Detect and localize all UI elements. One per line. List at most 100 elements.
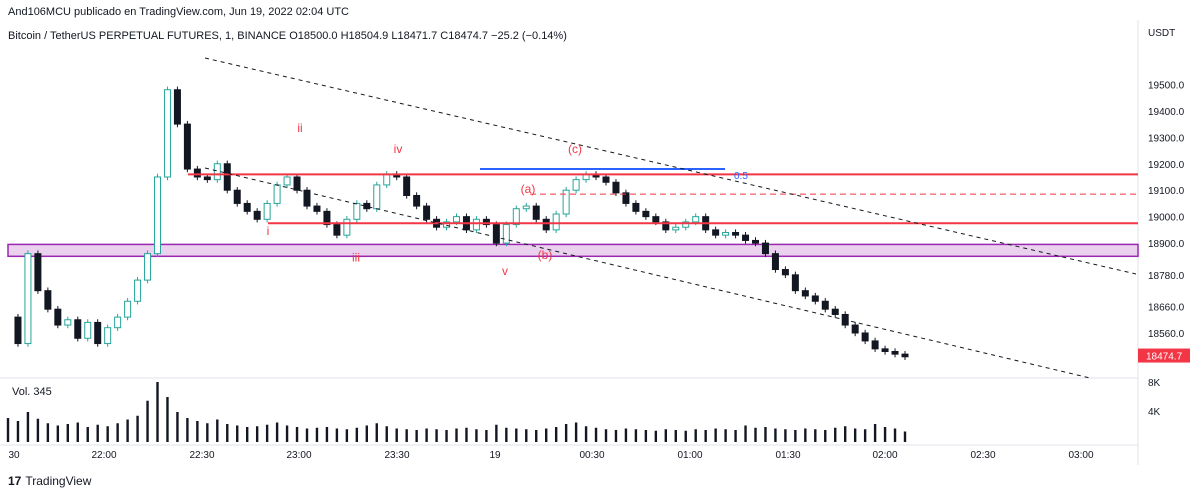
price-tick-label: 18900.0 [1148, 239, 1185, 250]
wave-label: (c) [568, 142, 582, 156]
candle-body [492, 224, 500, 244]
volume-bar [724, 429, 727, 442]
price-axis[interactable]: 19500.0 19400.0 19300.0 19200.0 19100.0 19000… [1148, 80, 1185, 340]
last-price-tag: 18474.7 [1138, 348, 1190, 363]
volume-bar [16, 421, 20, 442]
time-tick-label: 23:30 [384, 450, 409, 461]
candle-body [682, 221, 690, 228]
time-tick-label: 00:30 [579, 450, 604, 461]
volume-bar [345, 429, 349, 442]
candle-body [14, 316, 22, 345]
candle-body [293, 176, 301, 191]
volume-label: Vol. [12, 386, 31, 398]
candle-body [443, 221, 451, 228]
time-tick-label: 30 [8, 450, 20, 461]
ohlc-values: O18500.0 H18504.9 L18471.7 C18474.7 −25.… [289, 30, 567, 42]
candle-body [652, 216, 660, 223]
volume-bar [285, 425, 289, 442]
symbol-title[interactable]: Bitcoin / TetherUS PERPETUAL FUTURES, 1,… [8, 30, 287, 42]
candle-body [901, 353, 909, 358]
time-tick-label: 01:00 [677, 450, 702, 461]
volume-bar [654, 430, 658, 442]
price-tick-label: 19400.0 [1148, 107, 1185, 118]
candle-body [183, 123, 191, 170]
symbol-legend: Bitcoin / TetherUS PERPETUAL FUTURES, 1,… [8, 30, 567, 42]
volume-bar [784, 429, 787, 442]
volume-bar [335, 428, 339, 442]
volume-bar [774, 428, 777, 442]
volume-bar [694, 429, 697, 442]
publisher-line: And106MCU publicado en TradingView.com, … [8, 6, 350, 18]
volume-bar [415, 430, 418, 442]
candle-body [891, 350, 899, 355]
volume-bar [485, 430, 488, 442]
volume-bar [445, 430, 448, 442]
volume-bar [106, 426, 109, 442]
candle-body [253, 210, 261, 220]
candle-body [781, 269, 789, 276]
candle-body [801, 290, 809, 297]
volume-bar [684, 430, 687, 442]
price-tick-label: 19500.0 [1148, 80, 1185, 91]
volume-bar [744, 425, 747, 442]
candle-body [742, 234, 750, 241]
time-tick-label: 02:30 [970, 450, 995, 461]
volume-bar [764, 427, 767, 442]
candle-body [144, 253, 152, 281]
candle-body [203, 176, 211, 181]
candle-body [223, 163, 231, 191]
candle-body [542, 218, 550, 231]
time-axis[interactable]: 30 22:00 22:30 23:00 23:30 19 00:30 01:00 01:30 0… [8, 450, 1094, 461]
volume-bar [325, 427, 329, 442]
time-tick-label: 19 [489, 450, 501, 461]
candle-body [602, 176, 610, 183]
volume-bars-layer [6, 382, 907, 442]
candle-body [811, 295, 819, 302]
candle-body [662, 221, 670, 231]
volume-bar [66, 424, 69, 442]
volume-bar [56, 425, 60, 442]
candle-body [114, 316, 122, 329]
volume-bar [425, 428, 428, 442]
candle-body [622, 192, 630, 204]
candle-body [124, 300, 132, 318]
volume-bar [455, 428, 458, 442]
volume-bar [226, 424, 229, 442]
candle-body [104, 327, 112, 345]
volume-bar [96, 424, 99, 442]
volume-bar [375, 423, 378, 442]
volume-bar [883, 427, 887, 442]
price-tick-label: 19100.0 [1148, 186, 1185, 197]
volume-bar [515, 428, 518, 442]
candle-body [572, 179, 580, 191]
candle-body [173, 89, 181, 125]
volume-bar [136, 415, 139, 442]
candle-body [44, 290, 52, 310]
candle-body [213, 163, 221, 181]
candle-body [403, 176, 411, 196]
volume-bar [275, 422, 279, 442]
candle-body [243, 202, 251, 212]
volume-bar [255, 426, 259, 442]
footer-brand[interactable]: 17 TradingView [8, 474, 91, 488]
candle-body [34, 253, 42, 292]
volume-bar [146, 400, 149, 442]
candle-body [512, 208, 520, 226]
upper-channel-line[interactable] [204, 57, 1137, 275]
volume-bar [236, 425, 239, 442]
candle-body [712, 229, 720, 236]
price-tick-label: 18660.0 [1148, 303, 1185, 314]
levels-layer: 0.5 [188, 168, 1138, 225]
candle-body [771, 253, 779, 271]
lower-channel-line[interactable] [204, 167, 1091, 379]
wave-label: iv [394, 142, 403, 156]
candle-body [502, 224, 510, 244]
tradingview-logo-icon: 17 [8, 474, 22, 488]
candle-body [562, 189, 570, 215]
candle-body [263, 202, 271, 220]
volume-bar [674, 430, 677, 442]
candle-body [413, 194, 421, 207]
volume-bar [664, 429, 667, 442]
